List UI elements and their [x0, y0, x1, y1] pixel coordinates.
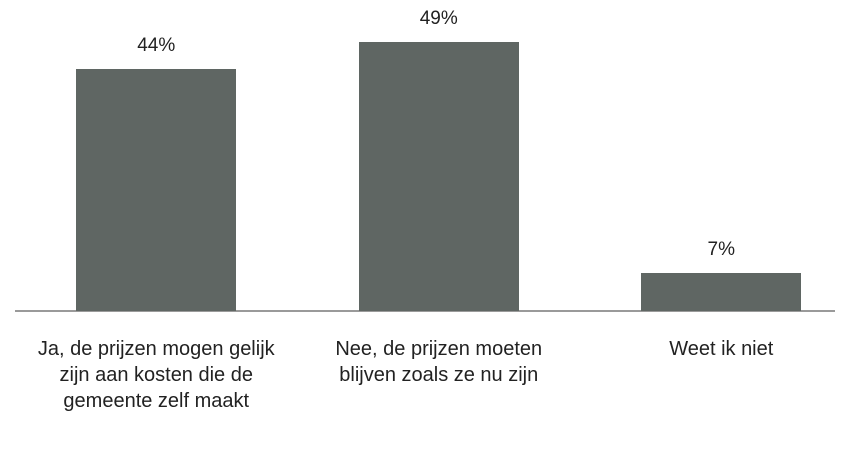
baseline [15, 310, 835, 312]
bar [76, 69, 237, 311]
x-tick-label: Weet ik niet [669, 338, 774, 360]
value-label: 49% [419, 7, 458, 29]
x-tick-label: Nee, de prijzen moeten blijven zoals ze … [335, 338, 543, 386]
x-tick-label: Ja, de prijzen mogen gelijk zijn aan kos… [37, 338, 275, 412]
value-label: 44% [137, 35, 176, 57]
bar [641, 272, 802, 311]
value-label: 7% [707, 238, 735, 260]
bar [358, 41, 519, 311]
